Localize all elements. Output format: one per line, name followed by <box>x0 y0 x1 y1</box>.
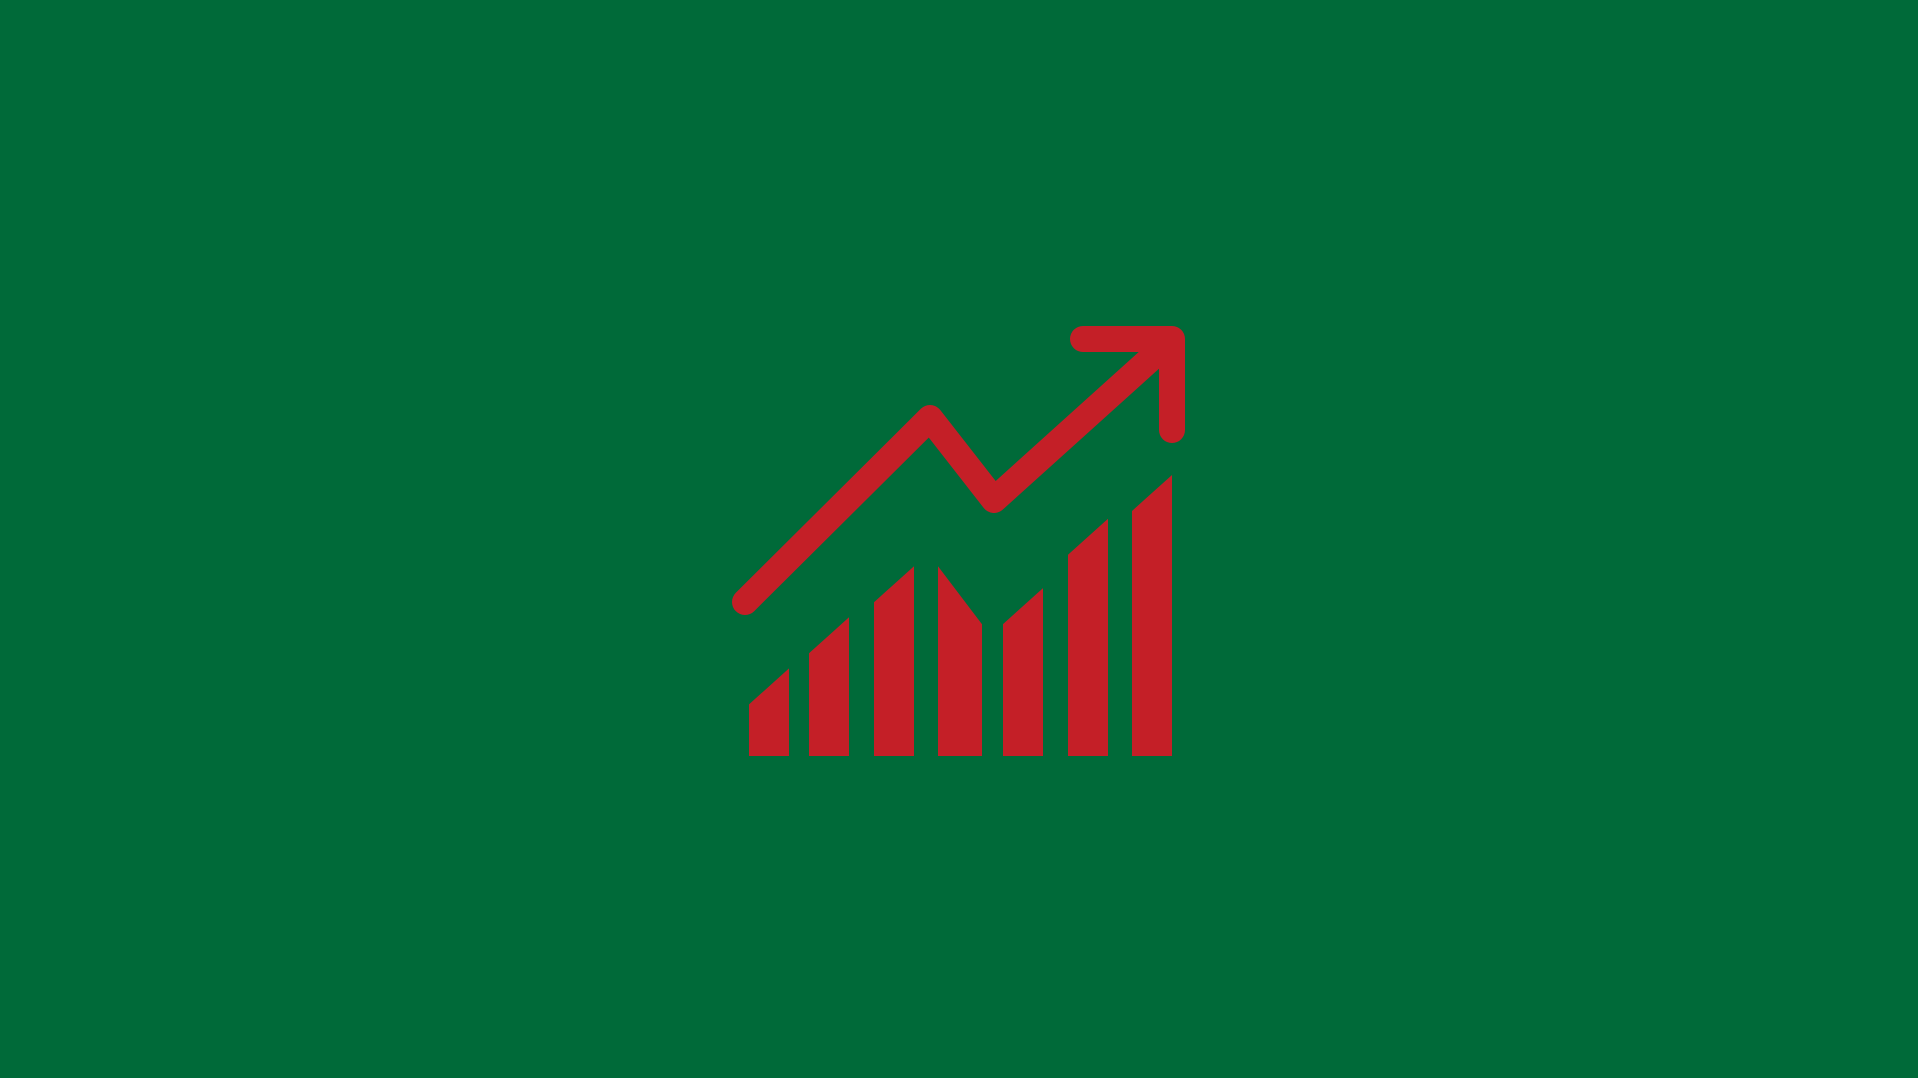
trend-line <box>732 340 1170 615</box>
bar-2 <box>809 617 849 756</box>
arrow-head <box>1070 326 1185 443</box>
bar-6 <box>1068 518 1108 756</box>
bar-5 <box>1003 588 1043 756</box>
bar-3 <box>874 566 914 756</box>
bars <box>749 474 1172 756</box>
bar-7 <box>1132 474 1172 756</box>
bar-4 <box>938 566 982 756</box>
bar-1 <box>749 668 789 756</box>
